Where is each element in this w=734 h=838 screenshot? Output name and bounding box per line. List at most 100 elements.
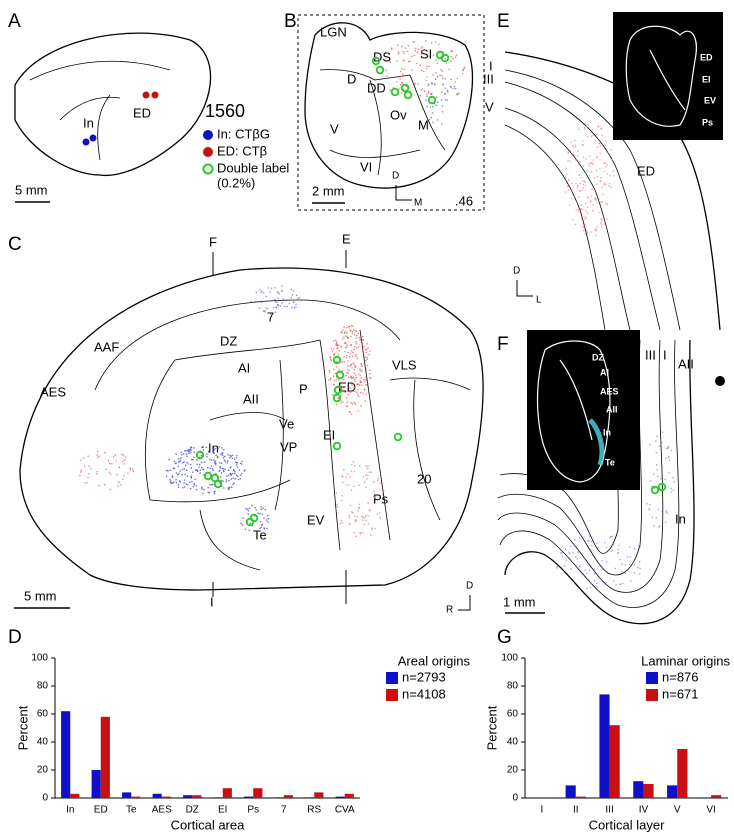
cell	[595, 169, 598, 172]
cell	[567, 160, 569, 162]
cell	[611, 549, 614, 552]
layer-borders	[497, 339, 680, 608]
y-axis-label: Percent	[15, 705, 30, 750]
cell	[425, 65, 428, 68]
cell	[353, 363, 355, 366]
cell	[274, 298, 276, 301]
cell	[571, 189, 573, 192]
cell	[227, 454, 229, 456]
cell	[189, 463, 192, 466]
cell	[399, 78, 401, 80]
cell	[335, 492, 338, 494]
x-tick-label: III	[605, 805, 613, 816]
cell	[188, 481, 191, 484]
cell	[431, 92, 433, 95]
cell	[454, 56, 457, 59]
cell	[428, 118, 431, 121]
cell	[235, 457, 238, 459]
cell	[358, 395, 360, 398]
cell	[633, 564, 636, 566]
cell	[574, 538, 576, 541]
cell	[435, 96, 438, 99]
bar	[192, 795, 202, 798]
cell	[270, 287, 273, 290]
cell	[353, 532, 356, 534]
cell	[665, 509, 668, 512]
cell	[420, 47, 422, 49]
cell	[632, 561, 635, 564]
cell	[565, 167, 567, 170]
cell	[242, 517, 244, 519]
cell	[436, 75, 439, 78]
cell	[222, 467, 224, 470]
cell	[352, 376, 355, 379]
cell	[346, 371, 348, 374]
area-label: In	[208, 440, 219, 455]
cell	[230, 474, 233, 477]
cell	[564, 191, 567, 193]
bar	[305, 797, 315, 798]
cell	[168, 458, 170, 461]
cell	[366, 356, 369, 359]
cell	[368, 522, 370, 525]
cell	[595, 234, 597, 237]
y-tick-label: 0	[512, 793, 518, 804]
cell	[348, 385, 350, 388]
cell	[436, 119, 439, 121]
cell	[119, 483, 122, 486]
cell	[189, 448, 192, 450]
cell	[367, 465, 369, 468]
cell	[365, 351, 368, 354]
bar	[335, 796, 345, 798]
cell	[219, 467, 222, 470]
injection	[82, 138, 90, 146]
cell	[407, 45, 410, 47]
cell	[259, 289, 261, 291]
cell	[353, 515, 356, 517]
cell	[367, 382, 369, 385]
cell	[98, 484, 100, 487]
cell	[365, 383, 367, 386]
cell	[586, 135, 589, 138]
cell	[578, 128, 580, 131]
cell	[413, 54, 415, 57]
cell	[276, 301, 278, 303]
cell	[200, 466, 203, 469]
cell	[340, 400, 343, 402]
layer-label: V	[485, 99, 494, 114]
cell	[214, 447, 216, 450]
cell	[178, 480, 181, 482]
cell	[606, 173, 608, 175]
cell	[585, 216, 588, 219]
bar	[314, 792, 324, 798]
cell	[461, 72, 464, 75]
cell	[577, 551, 579, 554]
cell	[225, 480, 228, 483]
y-tick-label: 40	[37, 737, 49, 748]
cell	[597, 546, 600, 549]
cell	[606, 218, 608, 221]
cell	[573, 544, 576, 547]
injection	[151, 91, 159, 99]
cell	[358, 373, 360, 375]
cell	[626, 556, 629, 558]
cell	[580, 204, 582, 206]
cell	[278, 293, 280, 295]
cell	[403, 59, 405, 62]
cell	[350, 470, 353, 472]
cell	[364, 516, 366, 519]
cell	[362, 338, 364, 341]
cell	[186, 461, 188, 464]
area-label: DD	[367, 80, 386, 95]
cell	[359, 379, 361, 382]
cell	[579, 534, 582, 536]
cell	[186, 475, 189, 477]
cell	[239, 478, 241, 480]
cell	[584, 184, 587, 187]
cell	[406, 50, 409, 53]
y-tick-label: 40	[507, 737, 519, 748]
cell	[580, 207, 582, 210]
cell	[244, 528, 247, 530]
cell	[127, 472, 129, 474]
cell	[589, 586, 592, 588]
